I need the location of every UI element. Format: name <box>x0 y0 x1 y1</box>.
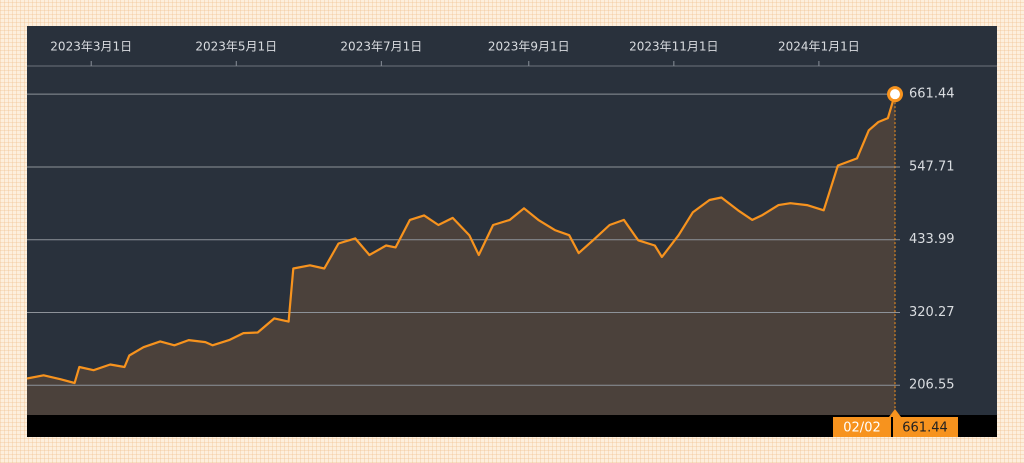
x-tick-label: 2023年9月1日 <box>488 40 570 54</box>
value-label: 661.44 <box>902 421 948 436</box>
y-tick-label: 661.44 <box>909 87 955 102</box>
x-tick-label: 2023年11月1日 <box>629 40 718 54</box>
cursor-pointer <box>889 409 901 417</box>
date-label: 02/02 <box>843 421 880 436</box>
x-tick-label: 2023年7月1日 <box>340 40 422 54</box>
y-tick-label: 547.71 <box>909 159 955 174</box>
date-label-box <box>833 417 891 437</box>
x-tick-label: 2024年1月1日 <box>778 40 860 54</box>
y-tick-label: 320.27 <box>909 305 955 320</box>
line <box>26 93 897 385</box>
y-tick-label: 206.55 <box>909 378 955 393</box>
value-label-box <box>893 417 958 437</box>
x-tick-label: 2023年5月1日 <box>195 40 277 54</box>
footer-bar <box>27 415 997 437</box>
y-tick-label: 433.99 <box>909 232 955 247</box>
area <box>27 94 895 415</box>
x-tick-label: 2023年3月1日 <box>50 40 132 54</box>
end-marker <box>887 86 903 103</box>
